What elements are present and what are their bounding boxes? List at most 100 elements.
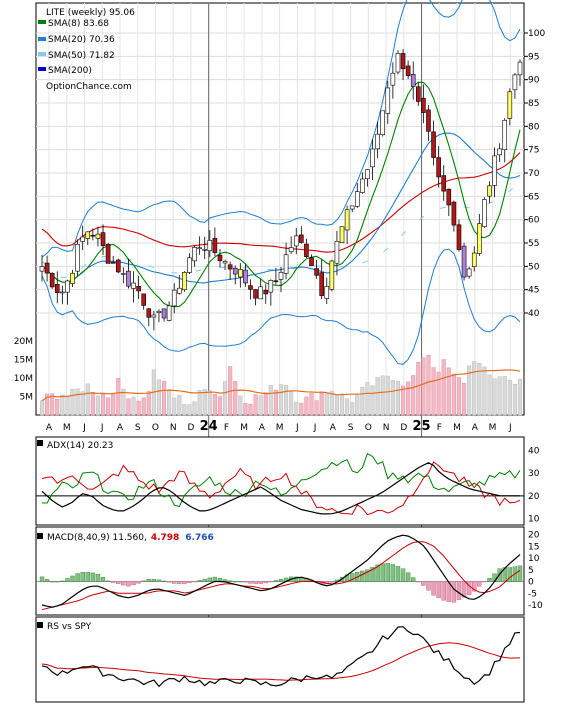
volume-bar — [456, 377, 462, 416]
candle-body — [375, 133, 380, 150]
volume-bar — [441, 359, 446, 416]
volume-bar — [294, 401, 299, 416]
volume-bar — [390, 380, 395, 416]
legend-sma20: SMA(20) 70.36 — [48, 35, 115, 45]
volume-bar — [380, 375, 385, 416]
candle-body — [451, 201, 457, 226]
candle-body — [471, 252, 477, 267]
macd-histogram-bar — [294, 576, 299, 582]
volume-bar — [243, 402, 248, 416]
volume-bar — [65, 395, 70, 416]
volume-bar — [426, 354, 431, 416]
rs-title: RS vs SPY — [47, 622, 92, 632]
month-label: M — [276, 423, 284, 433]
candle-body — [171, 289, 177, 307]
macd-tick-label: 0 — [528, 578, 534, 588]
month-label: M — [240, 423, 248, 433]
macd-histogram-bar — [405, 572, 411, 582]
volume-bar — [80, 391, 85, 416]
macd-histogram-bar — [441, 581, 446, 601]
price-tick-label: 95 — [528, 52, 539, 62]
macd-histogram-bar — [360, 570, 365, 582]
macd-histogram-bar — [375, 564, 380, 582]
volume-bar — [212, 393, 217, 416]
volume-bar — [416, 361, 421, 416]
candle-body — [319, 272, 324, 296]
month-label: N — [170, 423, 177, 433]
candle-body — [258, 286, 263, 300]
volume-bar — [177, 394, 182, 416]
volume-bar — [197, 390, 202, 416]
macd-histogram-bar — [172, 581, 177, 584]
volume-bar — [487, 374, 492, 416]
volume-bar — [360, 386, 365, 416]
candle-body — [410, 74, 416, 87]
volume-bars — [39, 354, 523, 416]
candle-body — [487, 185, 492, 197]
macd-histogram-bar — [380, 563, 385, 582]
price-tick-label: 80 — [528, 122, 540, 132]
macd-histogram-bar — [60, 580, 65, 582]
volume-bar — [400, 385, 406, 416]
candle-body — [349, 205, 355, 210]
adx-marker — [37, 440, 43, 446]
macd-histogram-bar — [49, 581, 55, 583]
macd-histogram-bar — [461, 581, 467, 598]
macd-histogram-bar — [39, 576, 45, 582]
macd-histogram-bar — [258, 581, 263, 585]
candle-body — [441, 175, 447, 192]
candle-body — [512, 74, 518, 91]
volume-bar — [299, 402, 304, 416]
month-label: A — [46, 423, 53, 433]
year-label: 24 — [200, 419, 218, 434]
price-tick-label: 75 — [528, 146, 539, 156]
volume-bar — [207, 390, 212, 416]
price-y-axis: 40 45 50 55 60 65 70 75 80 85 90 95 100 — [524, 29, 545, 319]
macd-histogram-bar — [121, 581, 126, 586]
candle-body — [39, 266, 45, 272]
candle-body — [187, 257, 192, 273]
month-label: D — [400, 423, 407, 433]
candle-body — [238, 269, 243, 278]
volume-bar — [451, 373, 456, 416]
volume-bar — [187, 404, 192, 416]
volume-bar — [121, 388, 126, 416]
macd-histogram-bar — [411, 577, 416, 582]
month-label: J — [295, 423, 299, 433]
macd-histogram-bar — [477, 581, 482, 587]
candle-body — [415, 86, 421, 102]
candle-body — [278, 272, 284, 280]
candle-body — [85, 231, 91, 239]
macd-histogram-bar — [166, 581, 172, 583]
macd-histogram-bar — [502, 567, 507, 582]
month-label: S — [135, 423, 141, 433]
candle-body — [202, 249, 208, 251]
candle-body — [166, 305, 172, 321]
macd-series — [36, 534, 524, 611]
volume-bar — [370, 385, 375, 416]
year-label: 25 — [413, 419, 431, 434]
macd-histogram-bar — [421, 581, 426, 586]
volume-bar — [258, 395, 263, 416]
candle-body — [268, 280, 274, 293]
macd-histogram-bar — [105, 580, 111, 582]
candle-body — [105, 243, 111, 264]
macd-title: MACD(8,40,9) 11.560, 4.798 6.766 — [47, 533, 214, 543]
candle-body — [232, 267, 238, 275]
macd-histogram-bar — [161, 580, 167, 582]
volume-bar — [482, 366, 487, 416]
volume-bar — [55, 398, 60, 416]
macd-histogram-bar — [207, 577, 213, 582]
macd-histogram-bar — [197, 580, 202, 582]
volume-bar — [324, 393, 329, 416]
month-label: F — [224, 423, 229, 433]
month-label: M — [453, 423, 461, 433]
volume-bar — [334, 395, 339, 416]
price-tick-label: 60 — [528, 216, 540, 226]
month-label: S — [348, 423, 354, 433]
macd-histogram-bar — [482, 581, 487, 583]
macd-histogram-bar — [90, 572, 96, 582]
macd-histogram-bar — [395, 566, 401, 582]
volume-bar — [345, 398, 350, 416]
candle-body — [390, 72, 396, 86]
